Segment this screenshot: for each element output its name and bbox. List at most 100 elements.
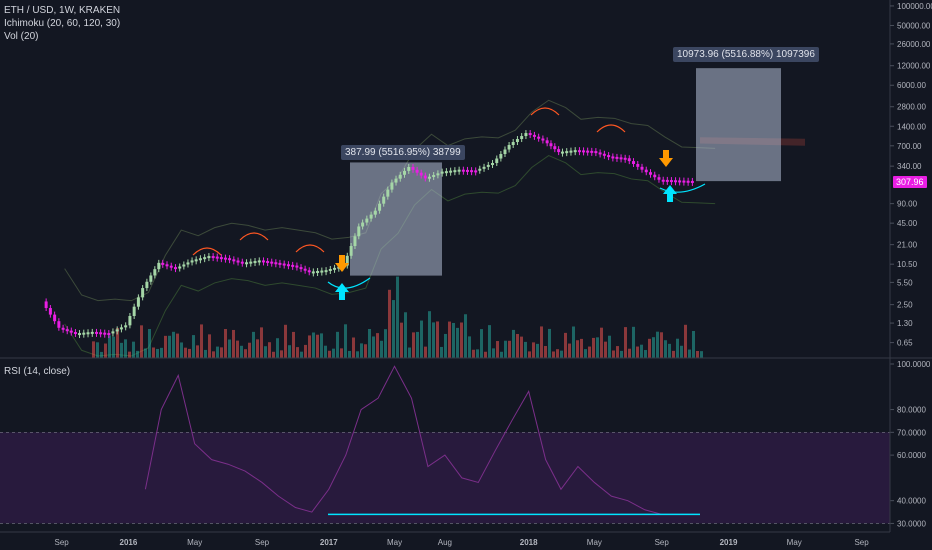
volume-bar [372,336,375,358]
rsi-legend[interactable]: RSI (14, close) [4,366,71,377]
candle [382,196,386,204]
candle [461,169,465,172]
price-tick-label: 100000.00 [897,2,932,11]
volume-bar [452,322,455,358]
volume-bar [220,347,223,358]
volume-bar [408,347,411,358]
volume-bar [376,333,379,358]
volume-bar [684,324,687,358]
candle [474,170,478,173]
volume-bar [368,328,371,358]
candle [44,301,48,309]
candle [602,153,606,156]
candle [86,332,90,335]
volume-bar [696,350,699,358]
candle [132,306,136,317]
time-tick-label: May [587,538,602,547]
volume-bar [340,348,343,358]
price-tick-label: 2.50 [897,301,913,310]
symbol-legend[interactable]: ETH / USD, 1W, KRAKEN [4,5,121,16]
volume-bar [600,327,603,358]
candle [444,171,448,174]
volume-bar [616,346,619,358]
candle [653,174,657,178]
volume-bar [112,336,115,358]
volume-bar [380,340,383,358]
candle [690,180,694,183]
rsi-tick-label: 70.0000 [897,428,926,437]
volume-bar [200,324,203,358]
volume-bar [228,339,231,358]
volume-bar [308,335,311,358]
price-tick-label: 45.00 [897,219,918,228]
candle [470,170,474,173]
candle [95,331,99,334]
volume-bar [524,341,527,358]
candle [361,222,365,227]
candle [173,267,177,270]
time-tick-label: May [187,538,202,547]
candle [61,327,65,330]
volume-bar [224,329,227,358]
time-tick-label: 2018 [520,538,538,547]
candle [119,327,123,330]
rsi-tick-label: 80.0000 [897,406,926,415]
volume-bar [312,332,315,358]
volume-bar [384,329,387,358]
candle [611,156,615,159]
volume-bar [424,346,427,358]
candle [274,262,278,265]
price-tick-label: 50000.00 [897,21,931,30]
volume-bar [404,312,407,358]
volume-bar [648,338,651,358]
volume-bar [460,322,463,358]
volume-bar [688,349,691,358]
candle [311,271,315,274]
volume-bar [512,329,515,358]
candle [411,166,415,170]
candle [111,331,115,334]
candle [169,265,173,268]
volume-bar [432,322,435,358]
candle [486,164,490,167]
candle [282,263,286,266]
candle [236,260,240,263]
candle [219,257,223,260]
volume-bar [288,345,291,358]
volume-legend[interactable]: Vol (20) [4,31,39,42]
time-tick-label: Sep [54,538,69,547]
volume-bar [412,332,415,358]
volume-bar [400,322,403,358]
volume-bar [360,343,363,358]
candle [115,329,119,332]
volume-bar [668,343,671,358]
volume-bar [140,325,143,358]
rsi-tick-label: 40.0000 [897,497,926,506]
candle [390,182,394,190]
volume-bar [108,335,111,358]
time-tick-label: May [787,538,802,547]
volume-bar [216,346,219,358]
volume-bar [100,351,103,358]
candle [491,163,495,166]
volume-bar [172,331,175,358]
candle [165,264,169,267]
measure-label-1: 387.99 (5516.95%) 38799 [341,145,465,160]
candle [648,172,652,175]
volume-bar [336,331,339,358]
volume-bar [644,350,647,358]
time-tick-label: May [387,538,402,547]
rsi-band [0,432,890,524]
volume-bar [440,346,443,358]
ichimoku-legend[interactable]: Ichimoku (20, 60, 120, 30) [4,18,121,29]
time-tick-label: Aug [438,538,452,547]
volume-bar [576,340,579,358]
candle [678,180,682,183]
candle [266,261,270,264]
candle [686,180,690,183]
volume-bar [168,335,171,358]
volume-bar [348,350,351,358]
volume-bar [176,333,179,358]
volume-bar [628,348,631,358]
volume-bar [532,342,535,358]
